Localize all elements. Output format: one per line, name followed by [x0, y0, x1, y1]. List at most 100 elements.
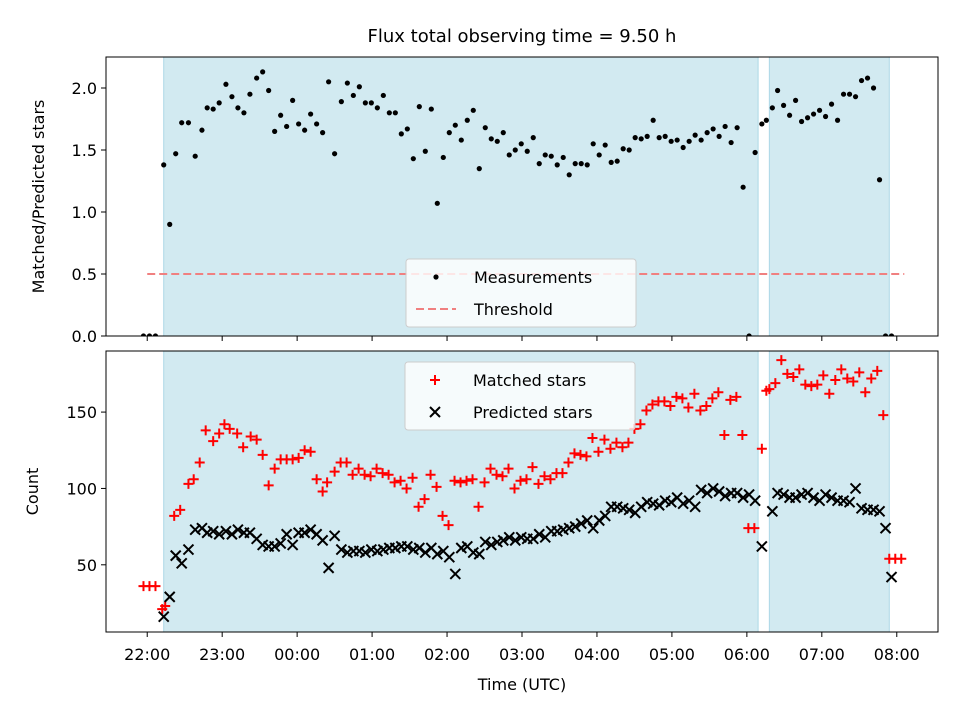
data-point: [650, 117, 656, 123]
data-point: [272, 128, 278, 134]
data-point: [245, 431, 256, 442]
data-point: [216, 100, 222, 106]
data-point: [251, 434, 262, 445]
data-point: [677, 393, 688, 404]
data-point: [254, 75, 260, 81]
data-point: [305, 446, 316, 457]
data-point: [286, 539, 299, 551]
data-point: [879, 522, 892, 534]
data-point: [401, 483, 412, 494]
data-point: [269, 463, 280, 474]
plot-area: [138, 351, 907, 632]
data-point: [296, 121, 302, 127]
data-point: [539, 471, 550, 482]
data-point: [485, 539, 497, 551]
y-tick-label: 100: [66, 479, 97, 498]
data-point: [461, 475, 472, 486]
data-point: [842, 373, 853, 384]
data-point: [749, 523, 760, 534]
data-point: [692, 132, 698, 138]
legend-box: [404, 361, 636, 431]
data-point: [677, 498, 689, 510]
data-point: [749, 494, 761, 507]
data-point: [686, 138, 692, 144]
data-point: [581, 514, 593, 527]
data-point: [365, 471, 376, 482]
data-point: [304, 523, 317, 536]
data-point: [413, 501, 424, 512]
data-point: [849, 482, 862, 495]
data-point: [864, 75, 871, 81]
data-point: [626, 147, 632, 153]
data-point: [380, 92, 386, 99]
data-point: [524, 148, 530, 154]
data-point: [623, 437, 634, 448]
data-point: [214, 428, 225, 439]
data-point: [662, 133, 668, 139]
data-point: [878, 410, 889, 421]
data-point: [722, 123, 728, 130]
data-point: [518, 141, 524, 147]
data-point: [858, 77, 865, 84]
data-point: [443, 551, 456, 563]
data-point: [590, 141, 596, 147]
observing-interval-1: [768, 57, 890, 336]
data-point: [329, 466, 340, 477]
x-tick-label: 04:00: [574, 645, 620, 664]
data-point: [824, 388, 835, 399]
data-point: [368, 100, 374, 106]
data-point: [416, 104, 422, 110]
data-point: [533, 528, 545, 540]
data-point: [804, 115, 811, 121]
x-tick-label: 23:00: [199, 645, 245, 664]
x-tick-label: 07:00: [799, 645, 845, 664]
top-panel-ratio: 0.0 0.5 1.0 1.5 2.0 Matched/Predicted stars Me…: [29, 56, 939, 346]
data-point: [247, 91, 253, 97]
data-point: [509, 534, 521, 547]
data-point: [431, 548, 444, 560]
data-point: [581, 451, 592, 462]
data-point: [224, 423, 235, 434]
data-point: [389, 477, 400, 488]
data-point: [689, 501, 701, 513]
data-point: [798, 118, 805, 125]
data-point: [896, 553, 907, 564]
data-point: [560, 154, 566, 161]
data-point: [241, 110, 247, 116]
data-point: [614, 158, 620, 164]
data-point: [179, 120, 185, 126]
y-tick-label: 50: [77, 556, 97, 575]
data-point: [491, 469, 502, 480]
data-point: [398, 131, 404, 137]
y-axis-label: Matched/Predicted stars: [29, 100, 48, 294]
data-point: [470, 107, 476, 113]
data-point: [836, 364, 847, 375]
data-point: [763, 117, 769, 123]
data-point: [777, 488, 790, 501]
data-point: [731, 487, 743, 499]
data-point: [302, 127, 308, 133]
data-point: [482, 125, 488, 131]
data-point: [152, 333, 159, 336]
data-point: [257, 449, 268, 460]
data-point: [698, 137, 704, 143]
data-point: [232, 428, 243, 439]
data-point: [263, 480, 274, 491]
data-point: [188, 474, 199, 485]
legend-marker: [429, 406, 441, 418]
data-point: [220, 525, 232, 537]
data-point: [476, 166, 482, 172]
data-point: [274, 537, 287, 550]
data-point: [500, 130, 506, 136]
data-point: [557, 468, 568, 479]
legend-marker: [433, 274, 439, 280]
data-point: [175, 557, 188, 569]
data-point: [668, 138, 674, 144]
data-point: [404, 126, 410, 132]
data-point: [199, 127, 205, 133]
data-point: [766, 505, 779, 518]
data-point: [326, 79, 332, 85]
data-point: [888, 333, 895, 336]
data-point: [554, 162, 560, 168]
data-point: [587, 433, 598, 444]
